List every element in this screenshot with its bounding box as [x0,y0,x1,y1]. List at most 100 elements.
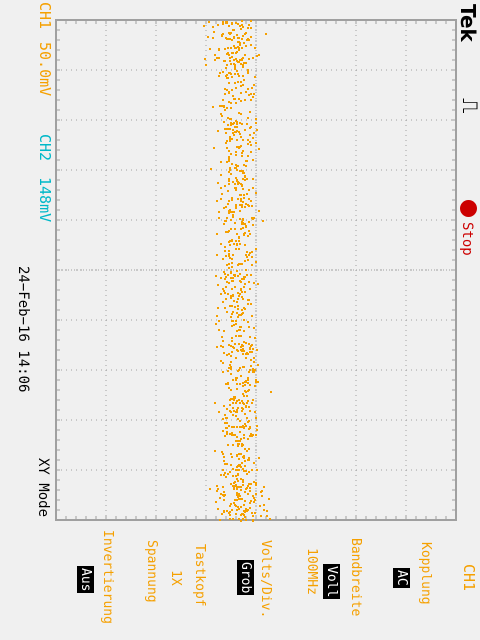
trace-point [245,510,247,512]
trace-point [227,370,229,372]
trace-point [261,495,263,497]
trace-point [234,82,236,84]
trace-point [250,44,252,46]
trace-point [229,257,231,259]
trace-point [234,73,236,75]
trace-point [233,122,235,124]
trace-point [233,37,235,39]
trace-point [233,488,235,490]
trace-point [241,498,243,500]
trace-point [225,286,227,288]
trace-point [250,126,252,128]
trace-point [214,54,216,56]
trace-point [231,509,233,511]
trace-point [214,450,216,452]
trace-point [228,150,230,152]
trace-point [212,37,214,39]
trace-point [252,57,254,59]
trace-point [248,205,250,207]
trace-point [247,485,249,487]
trace-point [228,425,230,427]
trace-point [242,201,244,203]
trace-point [247,438,249,440]
trace-point [238,295,240,297]
trace-point [233,502,235,504]
trace-point [245,380,247,382]
trace-point [244,413,246,415]
trace-point [238,508,240,510]
trace-point [230,122,232,124]
trace-point [218,75,220,77]
trace-point [240,466,242,468]
trace-point [238,49,240,51]
trace-point [243,504,245,506]
trace-point [226,140,228,142]
trace-point [228,54,230,56]
trace-point [239,218,241,220]
trace-point [237,23,239,25]
trace-point [233,324,235,326]
trace-point [221,336,223,338]
trace-point [254,76,256,78]
trace-point [214,59,216,61]
trace-point [231,163,233,165]
trace-point [229,138,231,140]
trace-point [241,59,243,61]
trace-point [239,210,241,212]
trace-point [232,181,234,183]
trace-point [233,426,235,428]
trace-point [222,301,224,303]
trace-point [252,218,254,220]
trace-point [238,131,240,133]
trace-point [240,136,242,138]
trace-point [255,118,257,120]
trace-point [225,220,227,222]
trace-point [244,260,246,262]
trace-point [234,68,236,70]
trace-point [234,47,236,49]
trace-point [244,291,246,293]
trace-point [236,499,238,501]
trace-point [245,32,247,34]
trace-point [236,139,238,141]
trace-point [234,286,236,288]
trace-point [224,109,226,111]
trace-point [237,370,239,372]
trace-point [233,486,235,488]
trace-point [229,57,231,59]
trace-point [235,357,237,359]
trace-point [242,170,244,172]
trace-point [248,406,250,408]
trace-point [239,367,241,369]
trace-point [232,414,234,416]
trace-point [234,434,236,436]
trace-point [243,366,245,368]
trace-point [240,200,242,202]
trace-point [243,426,245,428]
trace-point [230,368,232,370]
trace-point [246,251,248,253]
trace-point [263,504,265,506]
trace-point [234,66,236,68]
trace-point [242,385,244,387]
trace-point [243,437,245,439]
trace-point [217,307,219,309]
trace-point [229,167,231,169]
trace-point [223,510,225,512]
trace-point [245,405,247,407]
trace-point [218,217,220,219]
trace-point [222,418,224,420]
trace-point [226,463,228,465]
trace-point [215,323,217,325]
trace-point [216,200,218,202]
trace-point [232,407,234,409]
trace-point [256,425,258,427]
menu-item-value: AC [393,568,410,588]
trace-point [237,41,239,43]
menu-item-value-badge: Voll [323,564,340,600]
trace-point [245,203,247,205]
trace-point [241,350,243,352]
trace-point [232,475,234,477]
trace-point [245,269,247,271]
trace-point [235,189,237,191]
